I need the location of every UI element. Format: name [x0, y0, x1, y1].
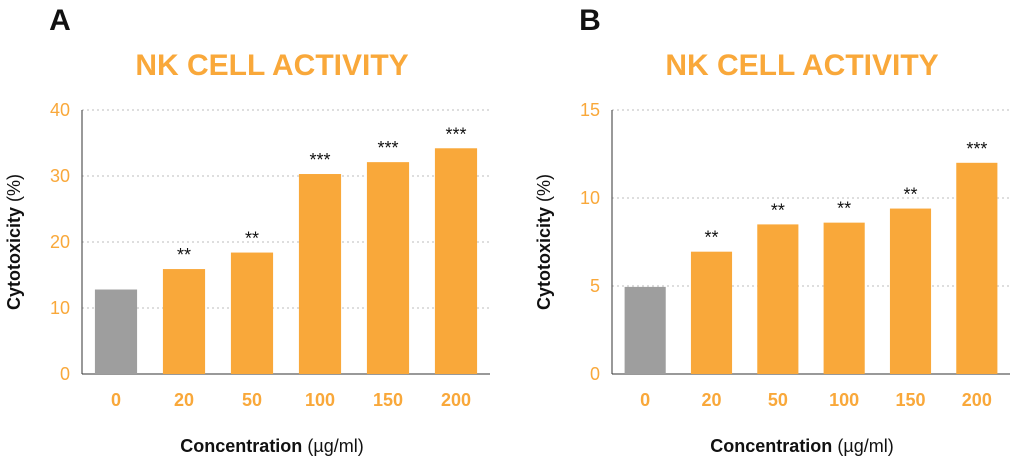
y-tick-label: 10 — [580, 188, 600, 208]
y-tick-label: 0 — [590, 364, 600, 384]
x-tick-label: 150 — [895, 390, 925, 410]
significance-marker: *** — [445, 124, 466, 144]
y-axis-label-unit: (%) — [4, 174, 24, 202]
x-tick-label: 20 — [701, 390, 721, 410]
y-axis-label-text: Cytotoxicity — [534, 207, 554, 310]
significance-marker: *** — [966, 139, 987, 159]
y-tick-label: 5 — [590, 276, 600, 296]
x-axis-label: Concentration (µg/ml) — [710, 436, 893, 456]
panel-letter: B — [579, 4, 601, 37]
bar-50 — [230, 252, 274, 374]
x-axis-label-text: Concentration — [180, 436, 302, 456]
x-tick-label: 50 — [768, 390, 788, 410]
chart-panel-a: A NK CELL ACTIVITY 0 10 20 30 40 0 20 ** 50 ** 100 **… — [4, 4, 490, 456]
x-axis-label-unit: (µg/ml) — [837, 436, 893, 456]
bar-150 — [889, 208, 932, 374]
x-axis-label-text: Concentration — [710, 436, 832, 456]
x-tick-label: 50 — [242, 390, 262, 410]
y-axis-label-unit: (%) — [534, 174, 554, 202]
bar-20 — [162, 269, 206, 374]
y-axis-label: Cytotoxicity (%) — [534, 174, 554, 310]
x-axis-label: Concentration (µg/ml) — [180, 436, 363, 456]
bar-200 — [956, 162, 998, 374]
y-axis-label: Cytotoxicity (%) — [4, 174, 24, 310]
y-axis-label-text: Cytotoxicity — [4, 207, 24, 310]
x-axis-label-unit: (µg/ml) — [307, 436, 363, 456]
x-tick-label: 0 — [111, 390, 121, 410]
x-tick-label: 100 — [829, 390, 859, 410]
x-tick-label: 150 — [373, 390, 403, 410]
y-tick-label: 10 — [50, 298, 70, 318]
significance-marker: *** — [309, 150, 330, 170]
bar-150 — [366, 162, 410, 374]
x-tick-label: 200 — [441, 390, 471, 410]
y-tick-label: 15 — [580, 100, 600, 120]
significance-marker: ** — [903, 185, 917, 205]
y-tick-label: 20 — [50, 232, 70, 252]
bar-100 — [298, 174, 342, 374]
bar-0 — [624, 286, 666, 374]
bar-200 — [434, 148, 478, 374]
significance-marker: *** — [377, 138, 398, 158]
chart-title: NK CELL ACTIVITY — [135, 49, 408, 82]
bar-0 — [94, 289, 138, 374]
x-tick-label: 100 — [305, 390, 335, 410]
significance-marker: ** — [771, 200, 785, 220]
bar-20 — [690, 251, 733, 374]
x-tick-label: 200 — [962, 390, 992, 410]
panel-letter: A — [49, 4, 71, 37]
significance-marker: ** — [177, 245, 191, 265]
x-tick-label: 0 — [640, 390, 650, 410]
chart-title: NK CELL ACTIVITY — [665, 49, 938, 82]
y-tick-label: 0 — [60, 364, 70, 384]
significance-marker: ** — [837, 199, 851, 219]
significance-marker: ** — [245, 229, 259, 249]
y-tick-label: 40 — [50, 100, 70, 120]
bar-50 — [757, 224, 799, 374]
y-tick-label: 30 — [50, 166, 70, 186]
bar-100 — [823, 222, 865, 374]
x-tick-label: 20 — [174, 390, 194, 410]
significance-marker: ** — [704, 228, 718, 248]
